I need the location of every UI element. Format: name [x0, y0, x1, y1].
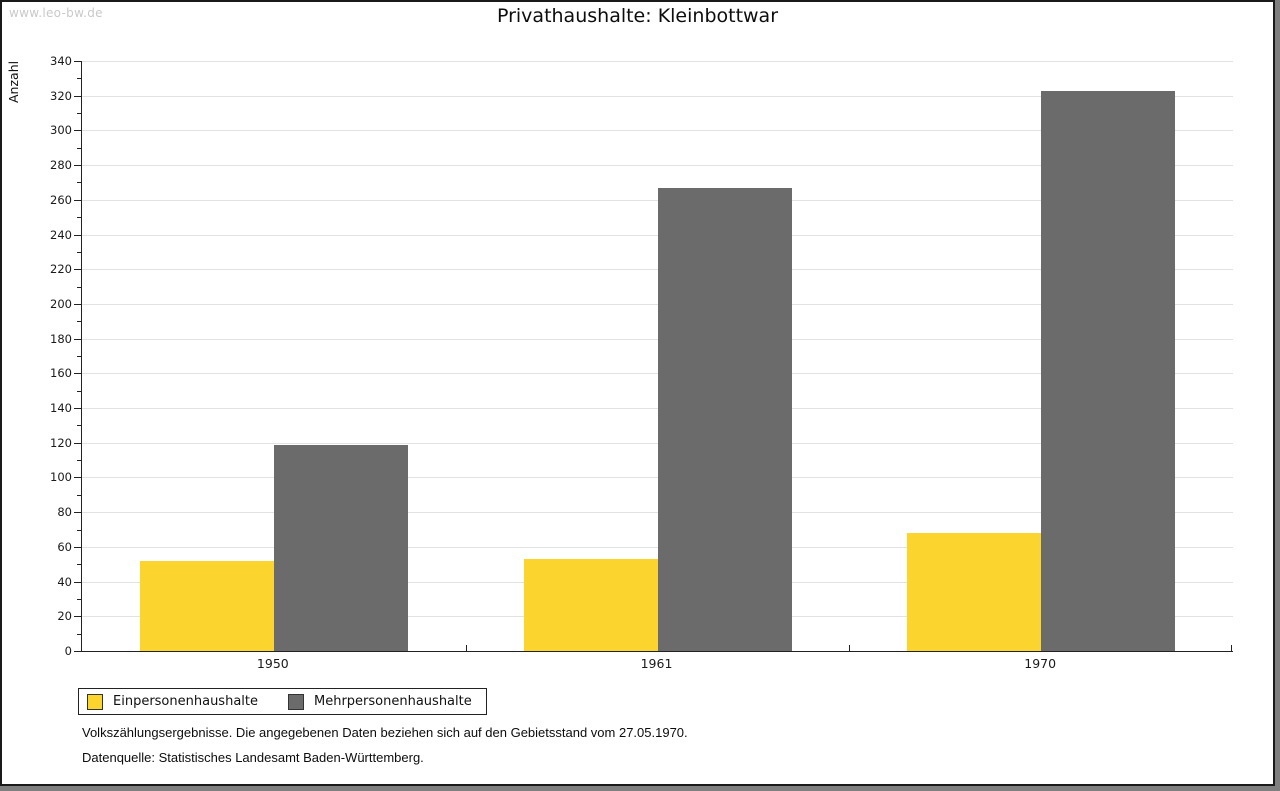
- y-tick-label: 220: [50, 262, 72, 277]
- y-tick-label: 200: [50, 296, 72, 311]
- footer-source: Datenquelle: Statistisches Landesamt Bad…: [82, 750, 424, 765]
- y-major-tick: [74, 269, 81, 271]
- y-minor-tick: [77, 251, 81, 253]
- y-tick-label: 180: [50, 331, 72, 346]
- y-major-tick: [74, 546, 81, 548]
- y-tick-label: 0: [64, 644, 72, 658]
- y-major-tick: [74, 234, 81, 236]
- y-major-tick: [74, 373, 81, 375]
- bar-mehrpersonenhaushalte-1970: [1041, 90, 1176, 651]
- legend-item: Mehrpersonenhaushalte: [288, 693, 472, 710]
- y-minor-tick: [77, 356, 81, 357]
- y-tick-label: 80: [57, 505, 72, 520]
- y-tick-label: 140: [50, 401, 72, 416]
- y-gridline: [82, 61, 1233, 62]
- y-minor-tick: [77, 182, 81, 184]
- y-gridline: [82, 95, 1233, 97]
- bar-mehrpersonenhaushalte-1961: [657, 187, 792, 651]
- y-tick-label: 20: [57, 609, 72, 624]
- y-gridline: [82, 130, 1233, 132]
- y-minor-tick: [77, 390, 81, 392]
- watermark: www.leo-bw.de: [9, 6, 103, 20]
- legend-swatch-icon: [288, 693, 304, 710]
- y-tick-label: 320: [50, 88, 72, 103]
- y-major-tick: [74, 408, 81, 410]
- legend-label: Mehrpersonenhaushalte: [314, 694, 472, 709]
- x-boundary-tick: [849, 645, 851, 651]
- x-boundary-tick: [465, 645, 467, 651]
- y-minor-tick: [77, 460, 81, 462]
- footer-note: Volkszählungsergebnisse. Die angegebenen…: [82, 725, 688, 740]
- y-tick-label: 280: [50, 158, 72, 173]
- y-major-tick: [74, 651, 81, 652]
- y-tick-label: 40: [57, 574, 72, 589]
- y-minor-tick: [77, 113, 81, 115]
- x-end-tick: [1231, 645, 1232, 651]
- y-major-tick: [74, 512, 81, 514]
- y-major-tick: [74, 442, 81, 444]
- legend-swatch-icon: [87, 693, 103, 710]
- y-major-tick: [74, 303, 81, 305]
- y-minor-tick: [77, 217, 81, 219]
- x-axis-label: 1950: [256, 656, 289, 671]
- y-tick-label: 100: [50, 470, 72, 485]
- y-minor-tick: [77, 78, 81, 80]
- y-major-tick: [74, 95, 81, 97]
- legend-item: Einpersonenhaushalte: [87, 693, 258, 710]
- y-major-tick: [74, 199, 81, 201]
- y-major-tick: [74, 165, 81, 167]
- y-minor-tick: [77, 633, 81, 635]
- plot-area: [74, 61, 1233, 652]
- y-major-tick: [74, 581, 81, 583]
- y-tick-label: 260: [50, 192, 72, 207]
- y-minor-tick: [77, 529, 81, 531]
- chart-title: Privathaushalte: Kleinbottwar: [496, 5, 779, 27]
- y-tick-label: 160: [50, 366, 72, 381]
- y-minor-tick: [77, 564, 81, 566]
- y-minor-tick: [77, 494, 81, 496]
- y-tick-label: 340: [50, 54, 72, 68]
- y-tick-label: 300: [50, 123, 72, 138]
- y-gridline: [82, 165, 1233, 167]
- y-major-tick: [74, 61, 81, 62]
- bar-mehrpersonenhaushalte-1950: [273, 444, 408, 651]
- x-axis-label: 1970: [1024, 656, 1057, 671]
- y-major-tick: [74, 130, 81, 132]
- y-minor-tick: [77, 286, 81, 288]
- y-major-tick: [74, 338, 81, 340]
- bar-einpersonenhaushalte-1970: [907, 533, 1042, 651]
- y-minor-tick: [77, 425, 81, 427]
- y-minor-tick: [77, 598, 81, 600]
- legend: Einpersonenhaushalte Mehrpersonenhaushalt…: [78, 688, 487, 715]
- y-major-tick: [74, 477, 81, 479]
- y-tick-label: 60: [57, 539, 72, 554]
- legend-label: Einpersonenhaushalte: [113, 694, 258, 709]
- y-minor-tick: [77, 147, 81, 149]
- y-minor-tick: [77, 321, 81, 323]
- y-tick-label: 120: [50, 435, 72, 450]
- x-axis-label: 1961: [640, 656, 673, 671]
- y-major-tick: [74, 616, 81, 618]
- bar-einpersonenhaushalte-1961: [523, 559, 658, 651]
- y-tick-label: 240: [50, 227, 72, 242]
- bar-einpersonenhaushalte-1950: [139, 560, 274, 651]
